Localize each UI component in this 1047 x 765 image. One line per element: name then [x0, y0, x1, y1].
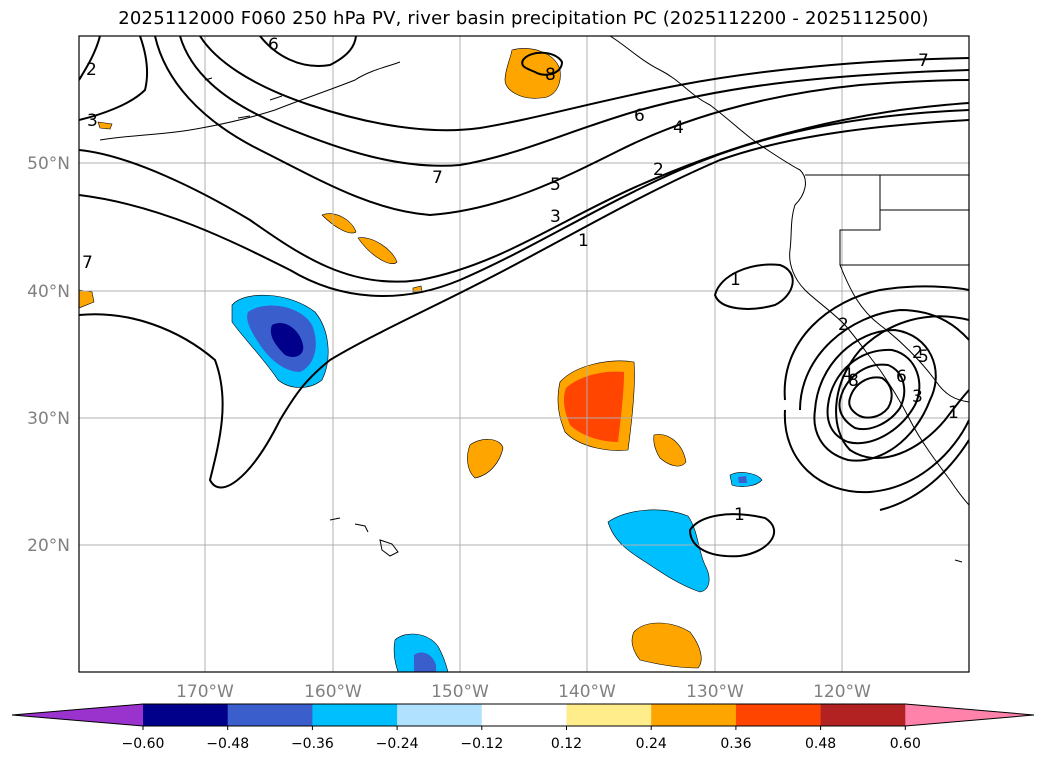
lon-label: 130°W [686, 682, 744, 702]
lat-label: 40°N [27, 282, 70, 302]
colorbar-tick-label: 0.24 [636, 736, 667, 752]
lat-label: 20°N [27, 536, 70, 556]
contour-label: 8 [848, 371, 859, 391]
contour-labels: 2 3 6 7 7 5 3 1 6 4 2 8 7 2 1 2 4 6 8 3 … [82, 35, 959, 525]
colorbar-segment [651, 704, 737, 726]
map-title: 2025112000 F060 250 hPa PV, river basin … [118, 8, 929, 29]
negative-anomaly-west-pacific-core [270, 322, 304, 357]
colorbar-tick-label: −0.36 [291, 736, 334, 752]
colorbar-segment [735, 704, 822, 726]
contour-label: 2 [912, 343, 923, 363]
contour-label: 1 [730, 270, 741, 290]
lon-label: 120°W [813, 682, 871, 702]
colorbar-tick-label: −0.24 [376, 736, 419, 752]
negative-anomaly-small-east-core [738, 476, 747, 483]
colorbar-extend-low [12, 704, 143, 726]
colorbar: −0.60 −0.48 −0.36 −0.24 −0.12 0.12 0.24 0.36 0.4… [11, 703, 1035, 752]
colorbar-tick-label: 0.36 [720, 736, 751, 752]
negative-anomaly-south-core [414, 652, 436, 672]
contour-label: 2 [838, 315, 849, 335]
contour-label: 7 [432, 168, 443, 188]
positive-anomaly-small-2 [357, 237, 398, 264]
colorbar-tick-label: −0.60 [122, 736, 165, 752]
positive-anomaly-southeast [631, 622, 702, 669]
colorbar-segment [397, 704, 483, 726]
colorbar-tick-label: 0.48 [805, 736, 836, 752]
lon-label: 170°W [176, 682, 234, 702]
positive-anomaly-small-1 [321, 213, 357, 234]
lat-label: 30°N [27, 409, 70, 429]
colorbar-segment [820, 704, 906, 726]
contour-label: 2 [653, 160, 664, 180]
contour-label: 7 [918, 51, 929, 71]
positive-anomaly-south-2 [653, 434, 687, 467]
positive-anomaly-central-core [563, 371, 624, 442]
precip-shading [79, 48, 763, 672]
colorbar-tick-label: 0.12 [551, 736, 582, 752]
contour-label: 1 [578, 231, 589, 251]
contour-label: 2 [86, 60, 97, 80]
contour-label: 1 [734, 505, 745, 525]
positive-anomaly-north [504, 48, 561, 99]
contour-label: 7 [82, 253, 93, 273]
positive-anomaly-tiny-2 [97, 121, 113, 130]
pv-contours [79, 36, 969, 558]
contour-label: 8 [545, 65, 556, 85]
colorbar-tick-label: −0.12 [460, 736, 503, 752]
map-frame [78, 35, 970, 673]
gridlines [79, 36, 969, 672]
contour-label: 3 [87, 111, 98, 131]
colorbar-tick-label: 0.60 [890, 736, 921, 752]
colorbar-segment [227, 704, 313, 726]
contour-label: 6 [896, 367, 907, 387]
lon-label: 140°W [558, 682, 616, 702]
colorbar-segment [481, 704, 567, 726]
colorbar-tick-label: −0.48 [206, 736, 249, 752]
contour-label: 5 [918, 347, 929, 367]
contour-label: 4 [842, 365, 853, 385]
map-panel [79, 36, 969, 672]
positive-anomaly-south-1 [467, 439, 504, 479]
contour-label: 1 [948, 403, 959, 423]
contour-label: 6 [268, 35, 279, 55]
latitude-labels: 50°N 40°N 30°N 20°N [27, 154, 70, 556]
contour-label: 6 [634, 106, 645, 126]
negative-anomaly-hawaii-east [607, 509, 710, 593]
lat-label: 50°N [27, 154, 70, 174]
colorbar-segment [312, 704, 398, 726]
contour-label: 4 [673, 118, 684, 138]
colorbar-extend-high [905, 704, 1034, 726]
colorbar-segment [143, 704, 229, 726]
contour-label: 3 [550, 207, 561, 227]
lon-label: 150°W [431, 682, 489, 702]
contour-label: 5 [550, 175, 561, 195]
lon-label: 160°W [304, 682, 362, 702]
contour-label: 3 [912, 387, 923, 407]
longitude-labels: 170°W 160°W 150°W 140°W 130°W 120°W [176, 682, 871, 702]
colorbar-segment [566, 704, 652, 726]
